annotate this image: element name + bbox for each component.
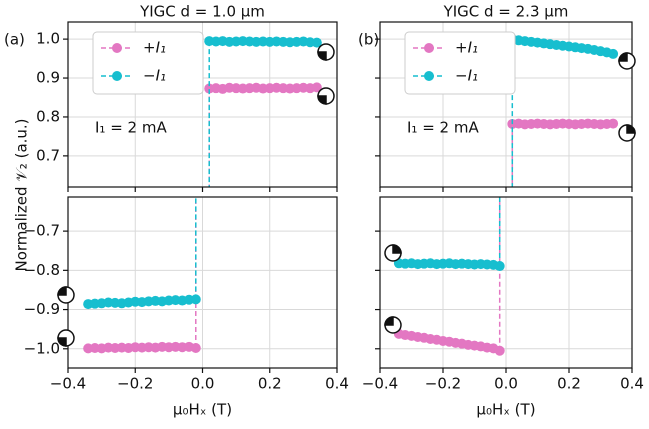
icon	[618, 124, 636, 142]
legend-label: +I₁	[455, 39, 478, 57]
data-point	[190, 342, 201, 353]
axes-frame	[67, 196, 338, 369]
y-tick-label: 0.8	[36, 107, 60, 125]
icon	[57, 286, 75, 304]
x-tick-label: 0.0	[191, 375, 215, 393]
data-point	[494, 261, 505, 272]
data-point	[494, 345, 505, 356]
legend-label: −I₁	[455, 67, 478, 85]
legend: +I₁ −I₁	[92, 31, 204, 95]
annotation: I₁ = 2 mA	[95, 119, 167, 137]
y-tick-label: −0.7	[24, 222, 60, 240]
icon	[618, 52, 636, 70]
y-tick-label: 0.7	[36, 146, 60, 164]
data-point	[311, 37, 322, 48]
x-tick-label: 0.2	[258, 375, 282, 393]
axes-frame	[67, 21, 338, 188]
legend-marker	[112, 71, 122, 81]
plots: 1.0 0.9 0.8 0.7 +I₁ −I₁ YIGC d = 1.0 μm (a) I₁ =…	[4, 3, 644, 419]
icon	[317, 43, 335, 61]
icon	[317, 87, 335, 105]
data-point	[608, 48, 619, 59]
x-tick-label: −0.2	[425, 375, 461, 393]
x-tick-label: 0.2	[557, 375, 581, 393]
annotation: I₁ = 2 mA	[407, 119, 479, 137]
data-point	[190, 294, 201, 305]
x-tick-label: −0.4	[362, 375, 398, 393]
legend-label: +I₁	[143, 39, 166, 57]
panel-title: YIGC d = 2.3 μm	[443, 3, 569, 21]
y-axis-label: Normalized 𝒱₂ (a.u.)	[13, 118, 31, 271]
x-tick-label: 0.0	[494, 375, 518, 393]
y-tick-label: −1.0	[24, 339, 60, 357]
y-tick-label: −0.8	[24, 261, 60, 279]
panel-title: YIGC d = 1.0 μm	[139, 3, 265, 21]
x-tick-label: 0.4	[325, 375, 349, 393]
x-tick-label: 0.4	[620, 375, 644, 393]
x-tick-label: −0.2	[117, 375, 153, 393]
panel-label: (b)	[358, 31, 379, 49]
y-tick-label: −0.9	[24, 300, 60, 318]
legend-label: −I₁	[143, 67, 166, 85]
icon	[384, 316, 402, 334]
legend-marker	[424, 43, 434, 53]
axes-frame	[379, 196, 633, 369]
y-tick-label: 0.9	[36, 69, 60, 87]
orientation-icons	[57, 43, 636, 347]
data-point	[608, 118, 619, 129]
icon	[57, 329, 75, 347]
legend-marker	[424, 71, 434, 81]
y-tick-label: 1.0	[36, 30, 60, 48]
x-tick-label: −0.4	[50, 375, 86, 393]
axes-frame	[379, 21, 633, 188]
panel-label: (a)	[4, 31, 25, 49]
x-axis-label: μ₀Hₓ (T)	[173, 401, 232, 419]
legend-marker	[112, 43, 122, 53]
x-axis-label: μ₀Hₓ (T)	[476, 401, 535, 419]
data-point	[311, 82, 322, 93]
icon	[384, 244, 402, 262]
legend: +I₁ −I₁	[404, 31, 516, 95]
